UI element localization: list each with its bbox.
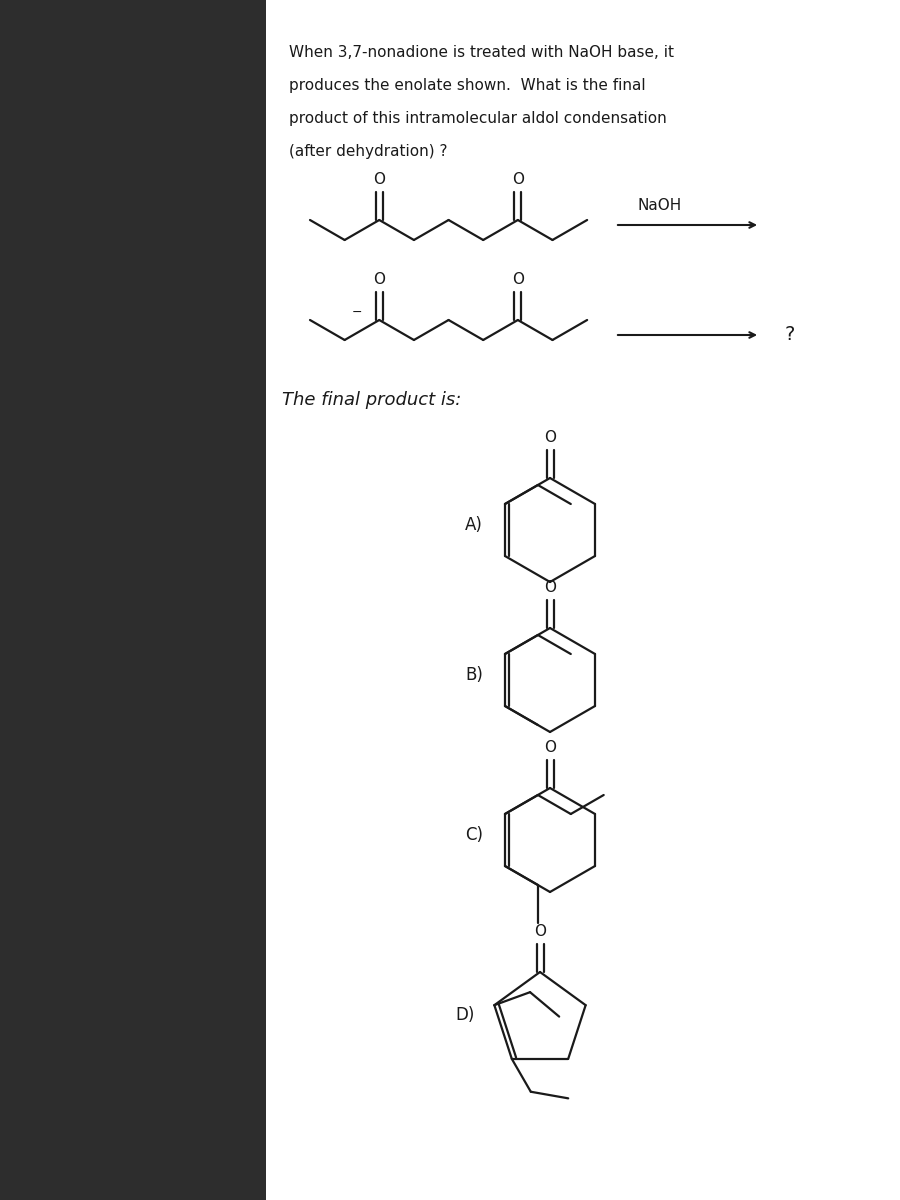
Text: ?: ? (785, 325, 796, 344)
Text: C): C) (465, 826, 483, 844)
Text: O: O (512, 271, 524, 287)
Text: −: − (352, 306, 363, 318)
Text: produces the enolate shown.  What is the final: produces the enolate shown. What is the … (289, 78, 645, 92)
Text: NaOH: NaOH (638, 198, 682, 212)
Text: The final product is:: The final product is: (282, 391, 462, 409)
Text: A): A) (465, 516, 483, 534)
Text: O: O (544, 580, 556, 594)
Text: D): D) (455, 1006, 474, 1024)
Text: (after dehydration) ?: (after dehydration) ? (289, 144, 447, 158)
Text: O: O (512, 172, 524, 186)
Text: O: O (374, 271, 385, 287)
Text: When 3,7-nonadione is treated with NaOH base, it: When 3,7-nonadione is treated with NaOH … (289, 44, 674, 60)
Text: O: O (544, 430, 556, 444)
Text: product of this intramolecular aldol condensation: product of this intramolecular aldol con… (289, 110, 667, 126)
Text: O: O (544, 739, 556, 755)
Text: B): B) (465, 666, 483, 684)
Text: O: O (534, 924, 546, 938)
Text: O: O (374, 172, 385, 186)
